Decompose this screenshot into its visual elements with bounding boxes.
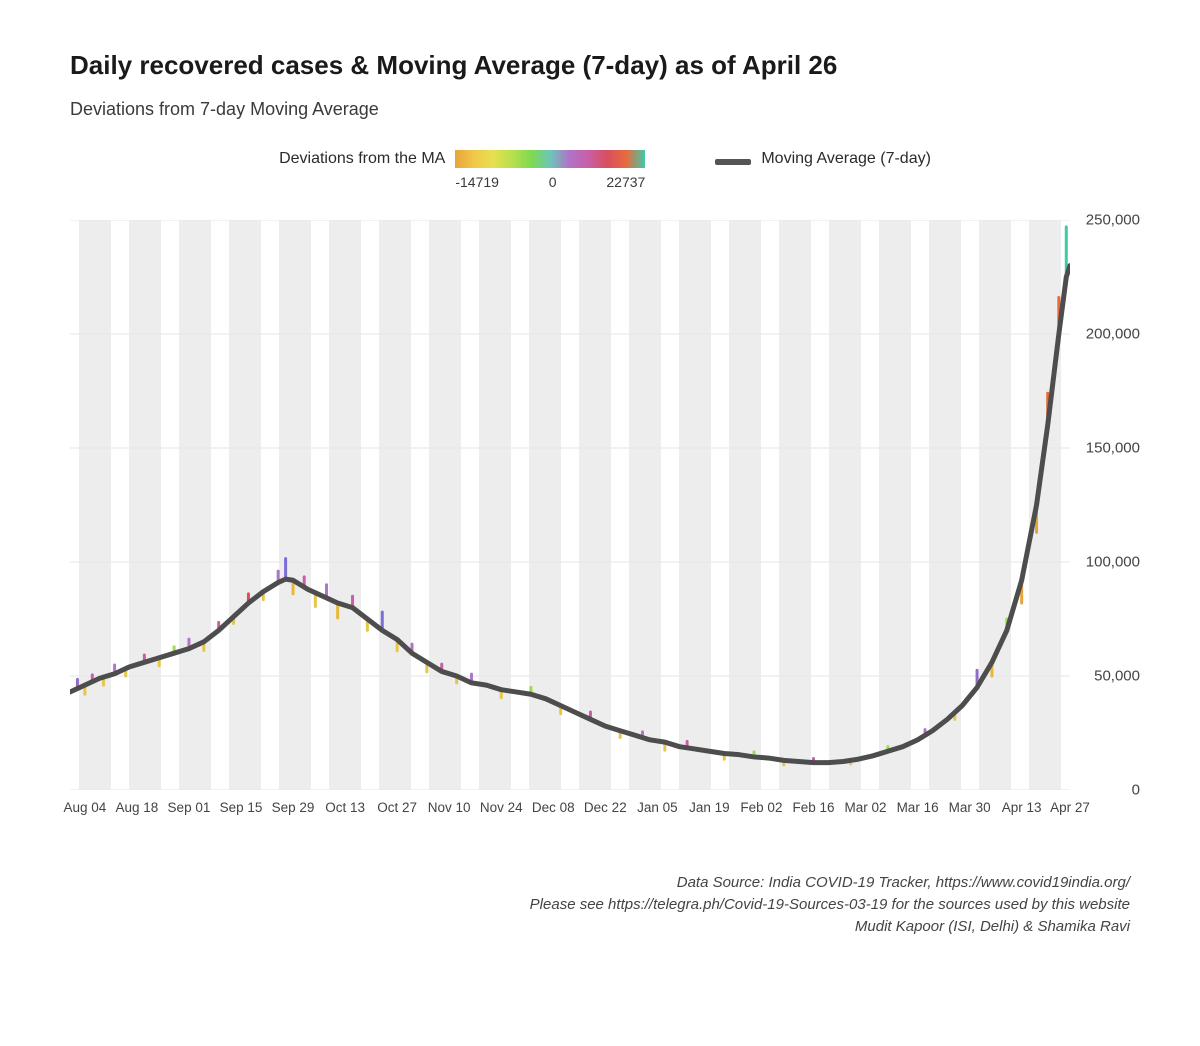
x-tick-label: Apr 27 xyxy=(1050,800,1090,815)
credits-line3: Mudit Kapoor (ISI, Delhi) & Shamika Ravi xyxy=(70,916,1130,938)
x-tick-label: Mar 30 xyxy=(949,800,991,815)
legend-colorbar-label: Deviations from the MA xyxy=(279,150,445,168)
x-tick-label: Dec 22 xyxy=(584,800,627,815)
y-tick-label: 200,000 xyxy=(1075,326,1140,343)
x-tick-label: Mar 02 xyxy=(845,800,887,815)
y-tick-label: 150,000 xyxy=(1075,440,1140,457)
credits-line2: Please see https://telegra.ph/Covid-19-S… xyxy=(70,894,1130,916)
y-tick-label: 50,000 xyxy=(1075,668,1140,685)
colorbar-wrap: -14719 0 22737 xyxy=(455,150,645,190)
x-tick-label: Sep 01 xyxy=(168,800,211,815)
y-axis-ticks: 050,000100,000150,000200,000250,000 xyxy=(1075,220,1140,790)
chart-page: Daily recovered cases & Moving Average (… xyxy=(0,0,1200,1046)
legend: Deviations from the MA -14719 0 22737 Mo… xyxy=(70,150,1140,190)
x-tick-label: Apr 13 xyxy=(1002,800,1042,815)
x-tick-label: Jan 19 xyxy=(689,800,730,815)
chart-subtitle: Deviations from 7-day Moving Average xyxy=(70,99,1140,120)
x-tick-label: Nov 24 xyxy=(480,800,523,815)
colorbar-max: 22737 xyxy=(606,174,645,190)
x-tick-label: Jan 05 xyxy=(637,800,678,815)
x-tick-label: Feb 16 xyxy=(792,800,834,815)
chart-area: 050,000100,000150,000200,000250,000 xyxy=(70,220,1070,790)
x-axis-ticks: Aug 04Aug 18Sep 01Sep 15Sep 29Oct 13Oct … xyxy=(70,800,1070,826)
x-tick-label: Oct 27 xyxy=(377,800,417,815)
colorbar-ticks: -14719 0 22737 xyxy=(455,174,645,190)
x-tick-label: Aug 04 xyxy=(63,800,106,815)
chart-svg xyxy=(70,220,1070,790)
x-tick-label: Dec 08 xyxy=(532,800,575,815)
legend-line-swatch xyxy=(715,159,751,165)
x-tick-label: Oct 13 xyxy=(325,800,365,815)
y-tick-label: 0 xyxy=(1075,782,1140,799)
y-tick-label: 250,000 xyxy=(1075,212,1140,229)
x-tick-label: Sep 29 xyxy=(272,800,315,815)
chart-title: Daily recovered cases & Moving Average (… xyxy=(70,50,1140,81)
colorbar-min: -14719 xyxy=(455,174,499,190)
y-tick-label: 100,000 xyxy=(1075,554,1140,571)
x-tick-label: Mar 16 xyxy=(897,800,939,815)
colorbar-gradient xyxy=(455,150,645,168)
colorbar-mid: 0 xyxy=(549,174,557,190)
x-tick-label: Feb 02 xyxy=(740,800,782,815)
legend-line-label: Moving Average (7-day) xyxy=(761,150,931,168)
credits: Data Source: India COVID-19 Tracker, htt… xyxy=(70,872,1140,937)
x-tick-label: Aug 18 xyxy=(116,800,159,815)
legend-colorbar: Deviations from the MA -14719 0 22737 xyxy=(279,150,645,190)
x-tick-label: Nov 10 xyxy=(428,800,471,815)
credits-line1: Data Source: India COVID-19 Tracker, htt… xyxy=(70,872,1130,894)
x-tick-label: Sep 15 xyxy=(220,800,263,815)
legend-line: Moving Average (7-day) xyxy=(715,150,931,168)
